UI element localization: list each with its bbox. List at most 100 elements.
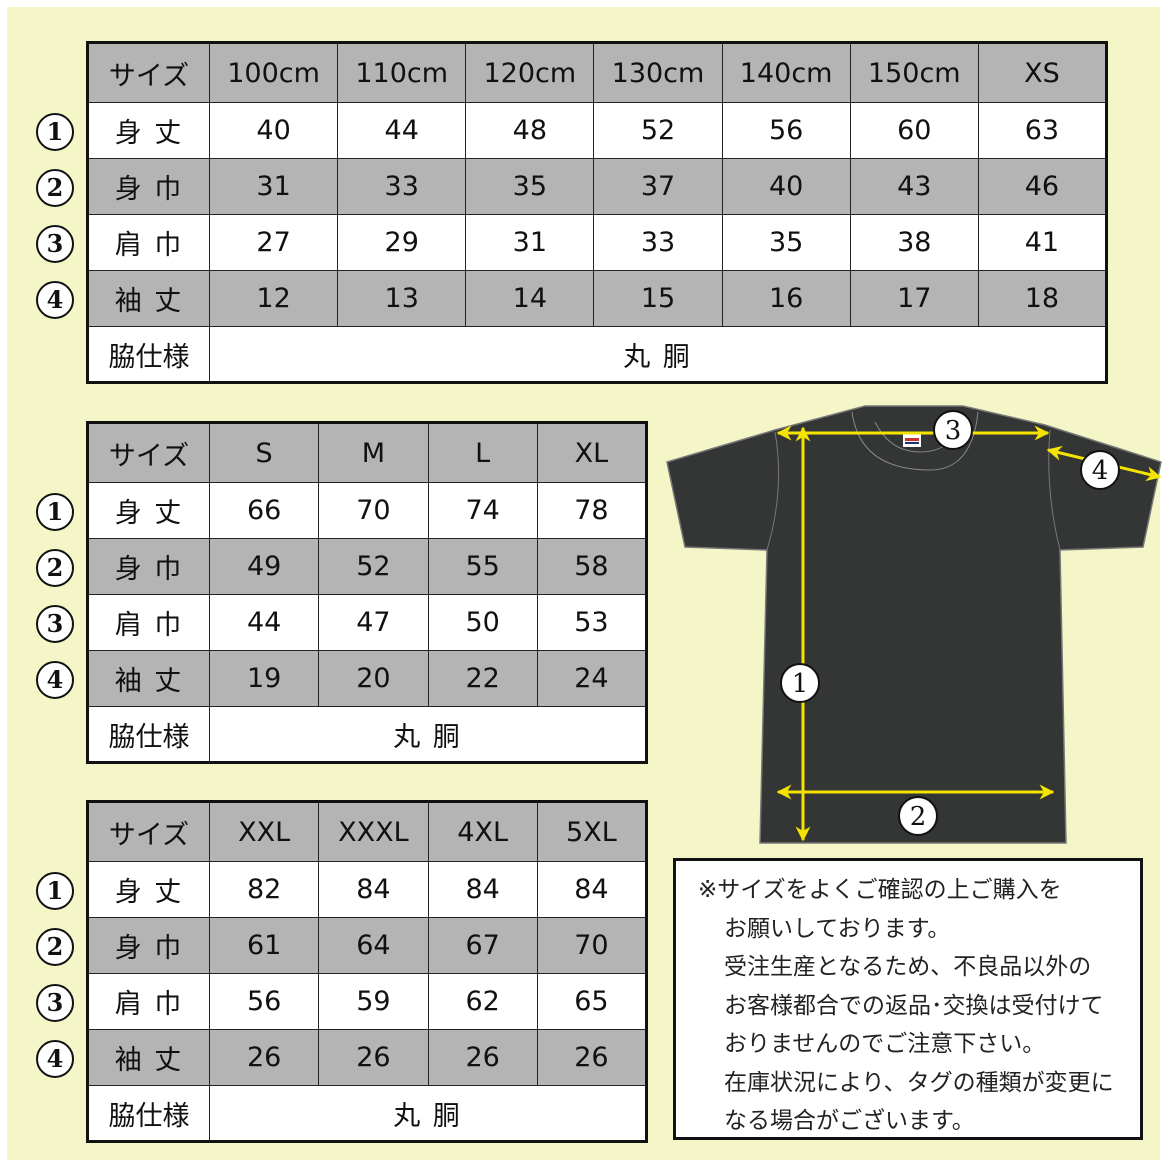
size-table-3: サイズ XXL XXXL 4XL 5XL 身 丈 82 84 84 84 身 巾 61 64 67 70 肩 … (86, 800, 648, 1143)
row-marker-3: 3 (36, 984, 74, 1022)
table-row: 身 丈 66 70 74 78 (87, 482, 648, 539)
table-row: 肩 巾 27 29 31 33 35 38 41 (87, 214, 1108, 271)
row-label: 脇仕様 (87, 1085, 210, 1142)
cell: 53 (536, 594, 648, 651)
side-row: 脇仕様丸 胴 (87, 1085, 647, 1142)
cell: 43 (849, 158, 979, 215)
row-label: 肩 巾 (87, 973, 210, 1030)
cell: 38 (849, 214, 979, 271)
table-row: 肩 巾 56 59 62 65 (87, 973, 648, 1030)
cell: 52 (318, 538, 429, 595)
cell: 26 (427, 1029, 538, 1086)
cell: 84 (318, 861, 429, 918)
notice-line: ※サイズをよくご確認の上ご購入を (698, 877, 1062, 903)
table-row: 袖 丈 12 13 14 15 16 17 18 (87, 270, 1108, 327)
cell: 35 (721, 214, 851, 271)
header-row: サイズ XXL XXXL 4XL 5XL (87, 801, 648, 862)
table-row: 身 巾 31 33 35 37 40 43 46 (87, 158, 1108, 215)
notice-line: おりませんのでご注意下さい。 (724, 1031, 1046, 1057)
cell: 59 (318, 973, 429, 1030)
table-row: 肩 巾 44 47 50 53 (87, 594, 648, 651)
row-marker-1: 1 (36, 113, 74, 151)
size-header: XXL (208, 801, 320, 862)
cell: 62 (427, 973, 538, 1030)
cell: 37 (593, 158, 723, 215)
row-label: 袖 丈 (87, 270, 210, 327)
cell: 46 (977, 158, 1108, 215)
size-header: S (208, 422, 320, 483)
row-label: 肩 巾 (87, 594, 210, 651)
cell: 64 (318, 917, 429, 974)
cell: 56 (208, 973, 320, 1030)
table-row: 袖 丈 26 26 26 26 (87, 1029, 648, 1086)
cell: 60 (849, 102, 979, 159)
header-row: サイズ 100cm 110cm 120cm 130cm 140cm 150cm XS (87, 42, 1108, 103)
size-header: 100cm (208, 42, 339, 103)
size-header: 130cm (593, 42, 723, 103)
row-label: サイズ (87, 422, 210, 483)
notice-line: 受注生産となるため、不良品以外の (724, 954, 1092, 980)
size-header: XS (977, 42, 1108, 103)
cell: 18 (977, 270, 1108, 327)
notice-line: お願いしております。 (724, 915, 951, 942)
side-row: 脇仕様丸 胴 (87, 326, 1107, 383)
table-row: 袖 丈 19 20 22 24 (87, 650, 648, 707)
notice-box: ※サイズをよくご確認の上ご購入を お願いしております。 受注生産となるため、不良… (673, 858, 1143, 1140)
cell: 84 (536, 861, 648, 918)
size-table-1: サイズ 100cm 110cm 120cm 130cm 140cm 150cm XS 身 丈 40… (86, 41, 1108, 384)
cell: 26 (536, 1029, 648, 1086)
row-marker-2: 2 (36, 928, 74, 966)
row-label: サイズ (87, 801, 210, 862)
row-label: 袖 丈 (87, 650, 210, 707)
row-label: 身 巾 (87, 538, 210, 595)
diagram-label-4: 4 (1092, 456, 1109, 486)
cell: 20 (318, 650, 429, 707)
cell: 33 (593, 214, 723, 271)
cell: 41 (977, 214, 1108, 271)
size-header: 140cm (721, 42, 851, 103)
diagram-label-3: 3 (945, 416, 962, 446)
row-marker-1: 1 (36, 872, 74, 910)
side-row: 脇仕様丸 胴 (87, 706, 647, 763)
row-marker-3: 3 (36, 225, 74, 263)
cell: 61 (208, 917, 320, 974)
cell: 19 (208, 650, 320, 707)
size-header: 110cm (337, 42, 467, 103)
cell: 67 (427, 917, 538, 974)
row-marker-4: 4 (36, 1040, 74, 1078)
cell: 17 (849, 270, 979, 327)
size-header: 120cm (465, 42, 595, 103)
row-label: 身 丈 (87, 102, 210, 159)
row-marker-3: 3 (36, 605, 74, 643)
notice-line: なる場合がございます。 (724, 1108, 975, 1134)
diagram-label-1: 1 (792, 669, 809, 699)
size-header: 4XL (427, 801, 538, 862)
cell: 52 (593, 102, 723, 159)
cell: 44 (337, 102, 467, 159)
cell: 27 (208, 214, 339, 271)
size-header: L (427, 422, 538, 483)
cell: 70 (536, 917, 648, 974)
size-table-2: サイズ S M L XL 身 丈 66 70 74 78 身 巾 49 52 55 58 肩 巾 44 47 50 5… (86, 421, 648, 764)
cell: 40 (208, 102, 339, 159)
cell: 55 (427, 538, 538, 595)
cell: 82 (208, 861, 320, 918)
size-header: 150cm (849, 42, 979, 103)
cell: 35 (465, 158, 595, 215)
row-label: 身 丈 (87, 482, 210, 539)
table-row: 身 巾 61 64 67 70 (87, 917, 648, 974)
cell: 50 (427, 594, 538, 651)
cell: 70 (318, 482, 429, 539)
cell: 66 (208, 482, 320, 539)
row-label: 脇仕様 (87, 706, 210, 763)
cell: 16 (721, 270, 851, 327)
cell: 74 (427, 482, 538, 539)
cell: 26 (318, 1029, 429, 1086)
cell: 15 (593, 270, 723, 327)
row-label: 肩 巾 (87, 214, 210, 271)
cell: 29 (337, 214, 467, 271)
cell: 14 (465, 270, 595, 327)
cell: 31 (208, 158, 339, 215)
cell: 13 (337, 270, 467, 327)
cell: 22 (427, 650, 538, 707)
